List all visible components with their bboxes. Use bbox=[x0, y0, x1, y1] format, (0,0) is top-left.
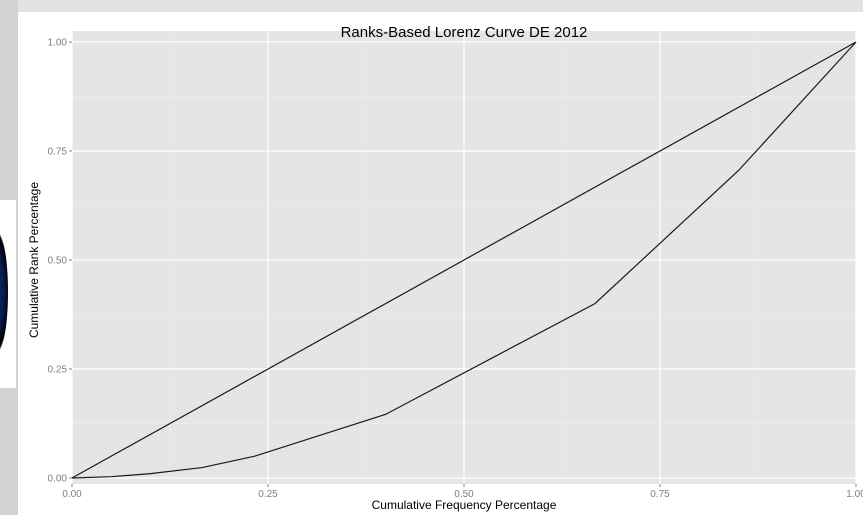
equality-line bbox=[71, 41, 857, 479]
y-tick-label: 0.25 bbox=[48, 365, 68, 376]
y-tick-label: 1.00 bbox=[48, 38, 68, 49]
x-tick-label: 0.50 bbox=[454, 489, 474, 500]
y-axis-ticks: 0.00 0.25 0.50 0.75 1.00 bbox=[48, 38, 72, 485]
series-layer bbox=[71, 41, 857, 479]
y-tick-label: 0.75 bbox=[48, 147, 68, 158]
y-tick-label: 0.50 bbox=[48, 256, 68, 267]
x-axis-title: Cumulative Frequency Percentage bbox=[372, 498, 557, 512]
x-tick-label: 0.25 bbox=[258, 489, 278, 500]
x-tick-label: 1.00 bbox=[846, 489, 863, 500]
chart-title: Ranks-Based Lorenz Curve DE 2012 bbox=[341, 24, 588, 41]
background-logo-fragment bbox=[0, 232, 8, 352]
lorenz-curve bbox=[71, 41, 857, 479]
x-tick-label: 0.00 bbox=[62, 489, 82, 500]
x-tick-label: 0.75 bbox=[650, 489, 670, 500]
y-axis-title: Cumulative Rank Percentage bbox=[27, 182, 41, 338]
x-axis-ticks: 0.00 0.25 0.50 0.75 1.00 bbox=[62, 484, 863, 500]
y-tick-label: 0.00 bbox=[48, 474, 68, 485]
